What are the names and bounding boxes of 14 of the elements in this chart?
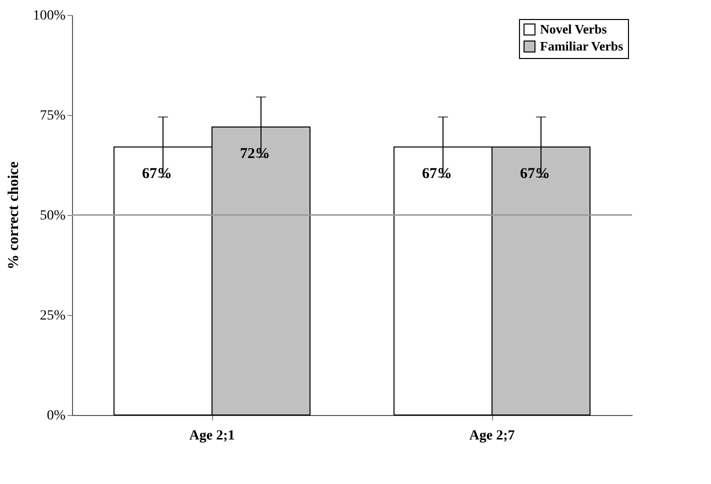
data-label: 67% xyxy=(422,166,452,182)
data-label: 72% xyxy=(240,146,270,162)
x-tick-label: Age 2;1 xyxy=(189,428,235,444)
y-tick-label: 75% xyxy=(40,108,66,124)
y-tick-label: 50% xyxy=(40,208,66,224)
y-tick-label: 100% xyxy=(32,8,66,24)
y-tick-label: 25% xyxy=(40,308,66,324)
x-tick-label: Age 2;7 xyxy=(469,428,515,444)
legend-label: Familiar Verbs xyxy=(540,38,624,54)
legend-label: Novel Verbs xyxy=(540,22,607,36)
data-label: 67% xyxy=(520,166,550,182)
data-label: 67% xyxy=(142,166,172,182)
y-tick-label: 0% xyxy=(46,408,66,424)
y-axis-title: % correct choice xyxy=(6,161,22,270)
